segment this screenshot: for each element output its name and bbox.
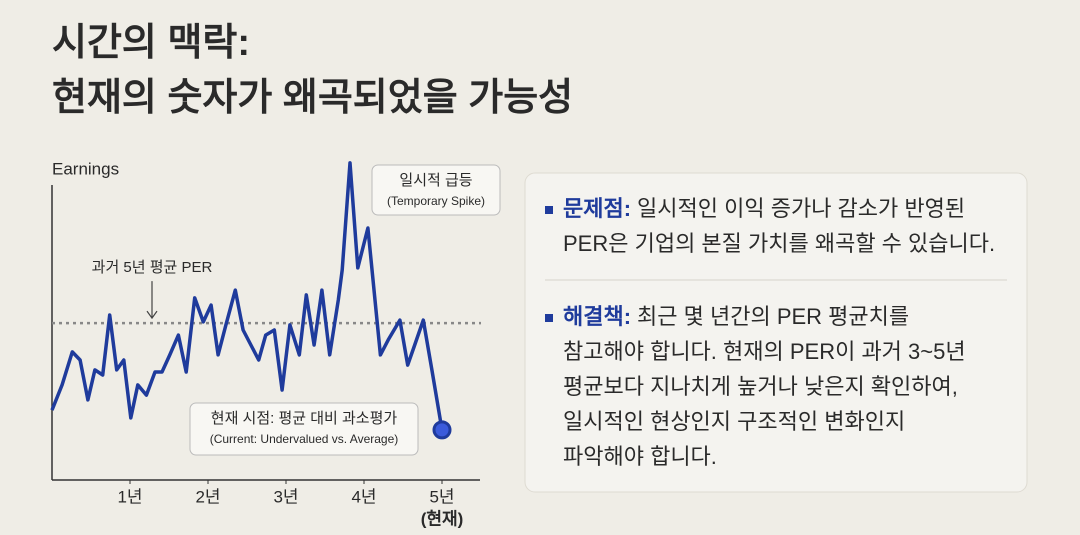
- annotation-subtitle: (Current: Undervalued vs. Average): [210, 432, 399, 446]
- panel-line: 파악해야 합니다.: [563, 444, 717, 469]
- title-line: 현재의 숫자가 왜곡되었을 가능성: [52, 77, 573, 119]
- x-tick-label: 3년: [273, 487, 298, 506]
- x-tick-label: 4년: [351, 487, 376, 506]
- panel-line: 참고해야 합니다. 현재의 PER이 과거 3~5년: [563, 339, 966, 364]
- panel-line: 평균보다 지나치게 높거나 낮은지 확인하여,: [563, 374, 958, 399]
- panel-label: 문제점:: [563, 196, 631, 221]
- panel-text: 해결책: 최근 몇 년간의 PER 평균치를: [563, 304, 909, 329]
- info-panel: [524, 172, 1028, 493]
- x-tick-label: 5년: [429, 487, 454, 506]
- panel-text: 문제점: 일시적인 이익 증가나 감소가 반영된: [563, 196, 965, 221]
- annotation-title: 현재 시점: 평균 대비 과소평가: [211, 410, 398, 427]
- bullet: [545, 206, 553, 214]
- panel-text: 평균보다 지나치게 높거나 낮은지 확인하여,: [563, 374, 958, 399]
- panel-text: 참고해야 합니다. 현재의 PER이 과거 3~5년: [563, 339, 966, 364]
- annotation-title: 일시적 급등: [399, 172, 472, 189]
- panel-line: PER은 기업의 본질 가치를 왜곡할 수 있습니다.: [563, 231, 995, 256]
- arrow: [146, 281, 158, 320]
- y-axis-label: Earnings: [52, 159, 119, 178]
- bullet: [545, 314, 553, 322]
- annotation-box: [189, 402, 419, 456]
- x-tick-label: 1년: [117, 487, 142, 506]
- current-point: [432, 420, 452, 440]
- average-label: 과거 5년 평균 PER: [92, 259, 213, 276]
- x-tick-label: 2년: [195, 487, 220, 506]
- annotation-box: [371, 164, 501, 216]
- panel-line: 일시적인 현상인지 구조적인 변화인지: [563, 409, 905, 434]
- data-line: [50, 161, 444, 431]
- x-tick-note: (현재): [421, 509, 464, 528]
- panel-line: 일시적인 이익 증가나 감소가 반영된: [637, 196, 965, 221]
- panel-label: 해결책:: [563, 304, 631, 329]
- panel-text: PER은 기업의 본질 가치를 왜곡할 수 있습니다.: [563, 231, 995, 256]
- panel-text: 파악해야 합니다.: [563, 444, 717, 469]
- panel-text: 일시적인 현상인지 구조적인 변화인지: [563, 409, 905, 434]
- title-line: 시간의 맥락:: [52, 22, 250, 64]
- panel-line: 최근 몇 년간의 PER 평균치를: [637, 304, 909, 329]
- annotation-subtitle: (Temporary Spike): [387, 194, 485, 208]
